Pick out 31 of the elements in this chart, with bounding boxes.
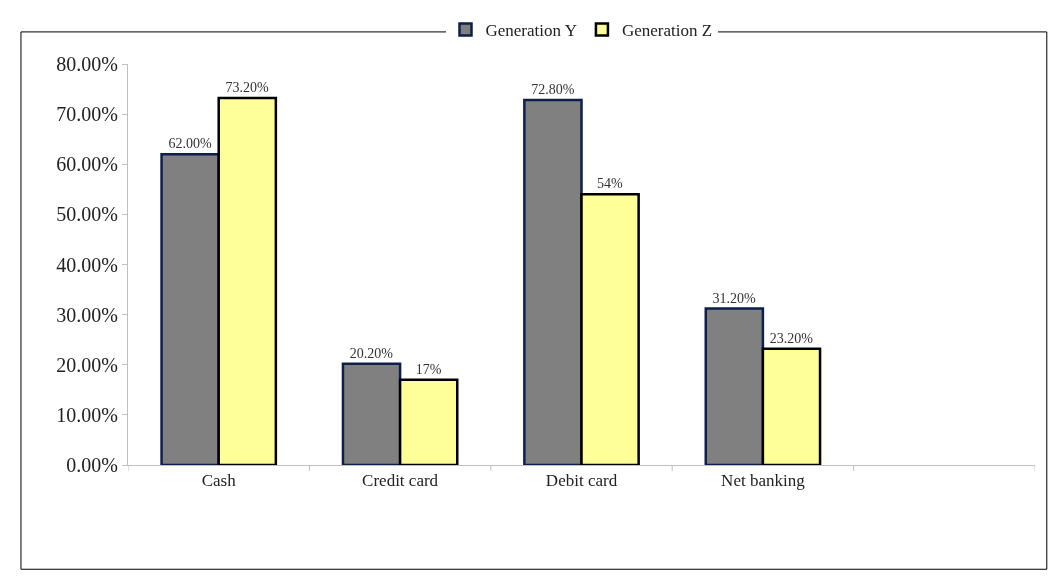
bar (523, 98, 583, 465)
y-tick-label: 40.00% (56, 253, 118, 276)
y-tick-label: 70.00% (56, 103, 118, 126)
bar (341, 362, 402, 465)
bar (761, 347, 822, 465)
data-label: 31.20% (712, 290, 757, 306)
data-label: 20.20% (349, 345, 394, 361)
y-tick-label: 60.00% (56, 153, 118, 176)
data-label: 62.00% (168, 136, 212, 152)
bar (704, 307, 765, 465)
bar (398, 378, 459, 465)
legend-label: Generation Z (621, 21, 713, 41)
data-label: 23.20% (769, 330, 814, 346)
y-tick-label: 0.00% (66, 454, 118, 476)
data-label: 17% (415, 361, 442, 377)
bar (160, 152, 220, 465)
data-label: 54% (597, 176, 624, 192)
legend-label: Generation Y (485, 21, 577, 41)
y-tick-label: 20.00% (56, 353, 118, 376)
x-tick-label: Debit card (545, 471, 618, 491)
x-tick-label: Credit card (362, 471, 439, 491)
x-tick-label: Cash (201, 471, 237, 491)
data-label: 73.20% (225, 80, 270, 96)
y-tick-label: 30.00% (56, 303, 118, 326)
bar (580, 193, 640, 465)
data-label: 72.80% (531, 82, 575, 98)
y-tick-label: 80.00% (56, 53, 118, 75)
bar (217, 96, 278, 465)
x-tick-label: Net banking (721, 471, 806, 491)
y-tick-label: 10.00% (56, 403, 118, 426)
y-tick-label: 50.00% (56, 203, 118, 226)
